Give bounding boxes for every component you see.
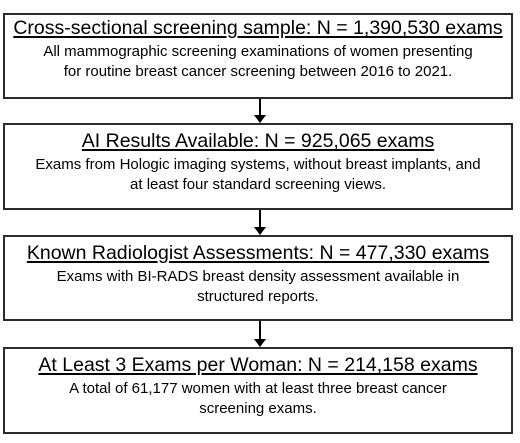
flow-step-3-box: Known Radiologist Assessments: N = 477,3…: [3, 235, 513, 321]
arrow-head-icon: [254, 339, 266, 347]
flow-step-1-title: Cross-sectional screening sample: N = 1,…: [13, 17, 503, 39]
arrow-shaft: [259, 210, 261, 228]
arrow-head-icon: [254, 227, 266, 235]
flow-step-2-description-line-1: Exams from Hologic imaging systems, with…: [35, 156, 481, 173]
flow-step-3-title: Known Radiologist Assessments: N = 477,3…: [26, 242, 490, 264]
arrow-shaft: [259, 99, 261, 116]
flow-step-2-description: Exams from Hologic imaging systems, with…: [5, 155, 511, 195]
arrow-head-icon: [254, 115, 266, 123]
flow-step-3-description-line-2: structured reports.: [197, 288, 319, 305]
flow-step-4-title: At Least 3 Exams per Woman: N = 214,158 …: [38, 354, 478, 376]
flow-step-4-description: A total of 61,177 women with at least th…: [5, 379, 511, 419]
flow-arrow-3-to-4: [254, 321, 266, 347]
flow-step-2-title: AI Results Available: N = 925,065 exams: [81, 130, 435, 152]
flow-step-4-description-line-1: A total of 61,177 women with at least th…: [69, 380, 447, 397]
flow-arrow-1-to-2: [254, 99, 266, 123]
flow-step-4-box: At Least 3 Exams per Woman: N = 214,158 …: [3, 347, 513, 434]
arrow-shaft: [259, 321, 261, 340]
flow-step-1-description: All mammographic screening examinations …: [5, 42, 511, 82]
flow-step-2-box: AI Results Available: N = 925,065 exams …: [3, 123, 513, 210]
flow-step-1-description-line-1: All mammographic screening examinations …: [43, 43, 473, 60]
flow-arrow-2-to-3: [254, 210, 266, 235]
flow-step-3-description: Exams with BI-RADS breast density assess…: [5, 267, 511, 307]
flow-step-3-description-line-1: Exams with BI-RADS breast density assess…: [56, 268, 460, 285]
flow-step-2-description-line-2: at least four standard screening views.: [130, 176, 386, 193]
flow-step-1-box: Cross-sectional screening sample: N = 1,…: [3, 13, 513, 99]
flow-step-4-description-line-2: screening exams.: [199, 400, 317, 417]
flow-step-1-description-line-2: for routine breast cancer screening betw…: [63, 63, 453, 80]
